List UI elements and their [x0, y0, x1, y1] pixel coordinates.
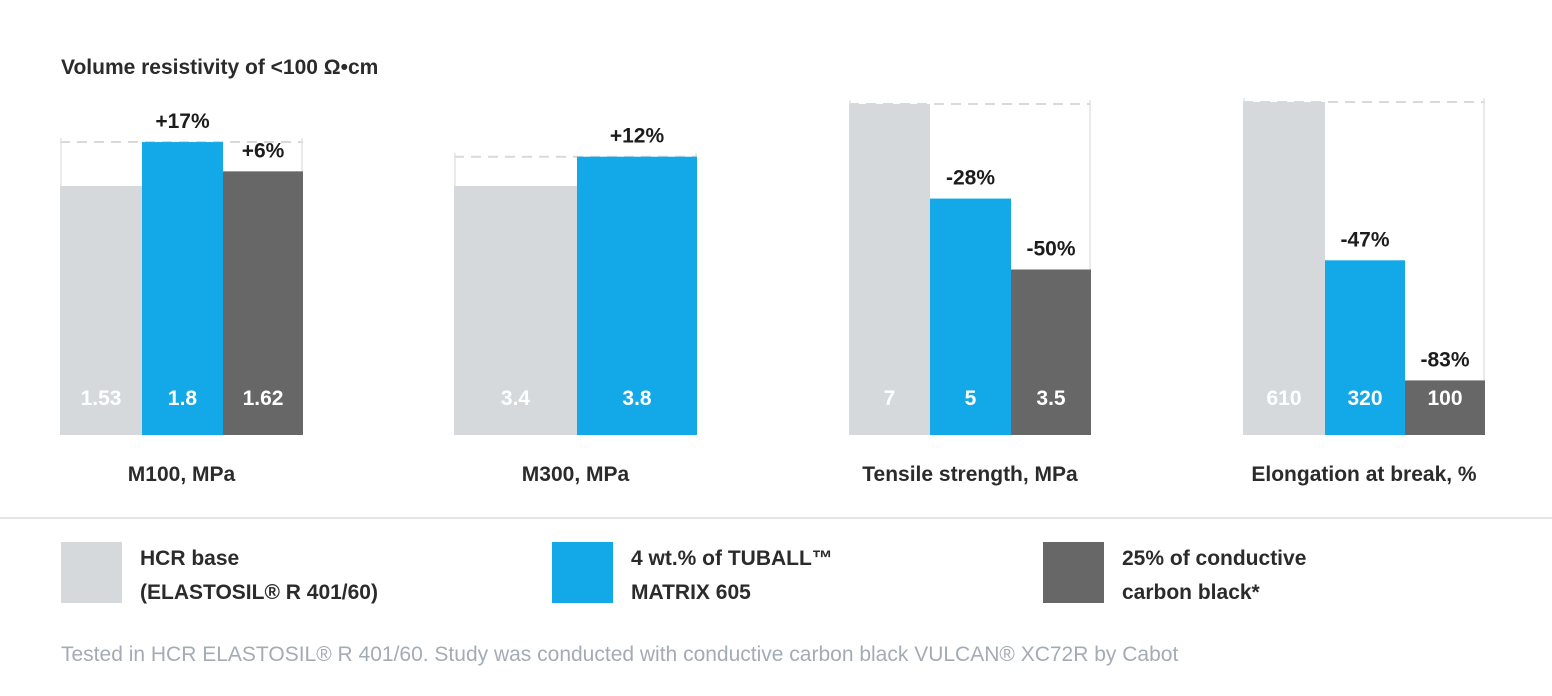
- percent-change-label: -28%: [946, 167, 995, 190]
- percent-change-label: +6%: [242, 139, 285, 162]
- bar: [849, 104, 930, 435]
- chart-title: Volume resistivity of <100 Ω•cm: [61, 56, 378, 79]
- bar: [1325, 260, 1405, 435]
- legend-item: 25% of conductive carbon black*: [1043, 542, 1306, 604]
- bar: [223, 171, 303, 435]
- bar-value-label: 100: [1427, 387, 1462, 410]
- bar: [1405, 380, 1485, 435]
- percent-change-label: -83%: [1420, 348, 1469, 371]
- legend-swatch: [1043, 542, 1104, 603]
- bar-value-label: 1.53: [81, 387, 122, 410]
- category-label: M100, MPa: [128, 463, 236, 486]
- legend-label: 4 wt.% of TUBALL™: [631, 547, 833, 570]
- bar: [577, 156, 697, 436]
- legend-item: 4 wt.% of TUBALL™ MATRIX 605: [552, 542, 833, 604]
- legend-label: 25% of conductive: [1122, 547, 1306, 570]
- percent-change-label: +17%: [155, 110, 210, 133]
- category-label: M300, MPa: [522, 463, 630, 486]
- legend-label: HCR base: [140, 547, 239, 570]
- bar-group: 3.4 3.8 +12% M300, MPa: [454, 125, 697, 486]
- bar: [930, 198, 1011, 435]
- legend-item: HCR base (ELASTOSIL® R 401/60): [61, 542, 378, 604]
- bar: [142, 142, 223, 435]
- percent-change-label: +12%: [610, 125, 665, 148]
- legend-label: MATRIX 605: [631, 581, 751, 604]
- chart-title-layer: Volume resistivity of <100 Ω•cm: [61, 56, 378, 79]
- bar-value-label: 1.62: [243, 387, 284, 410]
- bar: [1243, 102, 1325, 435]
- footnote: Tested in HCR ELASTOSIL® R 401/60. Study…: [61, 643, 1178, 666]
- bar-group: 610 320 -47% 100 -83% Elongation at break, %: [1243, 98, 1485, 486]
- bar-group: 1.53 1.8 +17% 1.62 +6% M100, MPa: [60, 110, 303, 486]
- bar-groups: 1.53 1.8 +17% 1.62 +6% M100, MPa 3.4 3.8 +12% M30…: [60, 98, 1485, 486]
- bar-value-label: 7: [884, 387, 896, 410]
- bar: [1011, 269, 1091, 435]
- bar-value-label: 3.4: [501, 387, 531, 410]
- bar-value-label: 1.8: [168, 387, 198, 410]
- percent-change-label: -47%: [1340, 228, 1389, 251]
- legend-swatch: [61, 542, 122, 603]
- bar-value-label: 5: [965, 387, 977, 410]
- bar-value-label: 3.8: [622, 387, 652, 410]
- legend-label: carbon black*: [1122, 581, 1261, 604]
- bar: [60, 186, 142, 435]
- category-label: Tensile strength, MPa: [862, 463, 1078, 486]
- legend: HCR base (ELASTOSIL® R 401/60) 4 wt.% of T…: [61, 542, 1306, 604]
- bar: [454, 186, 577, 435]
- legend-swatch: [552, 542, 613, 603]
- percent-change-label: -50%: [1026, 238, 1075, 261]
- category-label: Elongation at break, %: [1251, 463, 1477, 486]
- bar-value-label: 3.5: [1036, 387, 1066, 410]
- bar-value-label: 320: [1347, 387, 1382, 410]
- legend-label: (ELASTOSIL® R 401/60): [140, 581, 378, 604]
- bar-group: 7 5 -28% 3.5 -50% Tensile strength, MPa: [849, 100, 1091, 486]
- bar-value-label: 610: [1266, 387, 1301, 410]
